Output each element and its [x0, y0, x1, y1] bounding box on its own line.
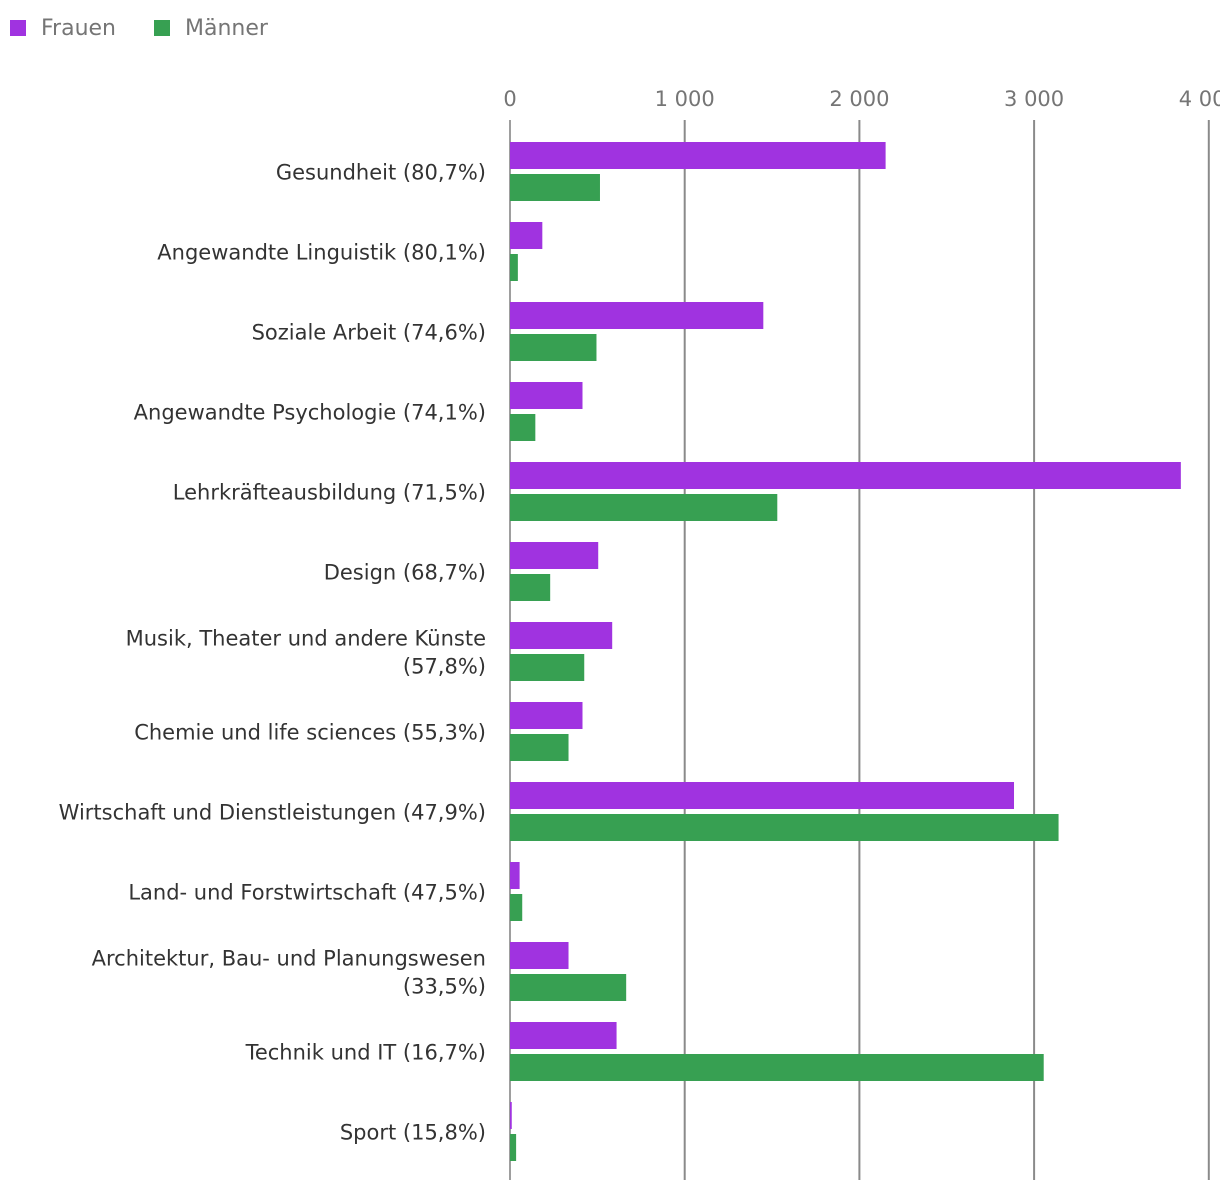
- category-label-12: Sport (15,8%): [340, 1121, 486, 1145]
- category-label-10-line-0: Architektur, Bau- und Planungswesen: [92, 947, 486, 971]
- bar-frauen-4: [510, 462, 1181, 489]
- bar-mnner-9: [510, 894, 523, 921]
- category-label-4: Lehrkräfteausbildung (71,5%): [173, 481, 486, 505]
- bar-mnner-12: [510, 1134, 517, 1161]
- bar-mnner-3: [510, 414, 536, 441]
- bar-frauen-9: [510, 862, 520, 889]
- bar-mnner-7: [510, 734, 569, 761]
- bar-frauen-12: [510, 1102, 512, 1129]
- bar-mnner-1: [510, 254, 518, 281]
- category-label-3: Angewandte Psychologie (74,1%): [134, 401, 486, 425]
- bar-frauen-7: [510, 702, 583, 729]
- bar-frauen-10: [510, 942, 569, 969]
- bar-frauen-11: [510, 1022, 617, 1049]
- legend-label-frauen: Frauen: [41, 15, 117, 41]
- bar-mnner-8: [510, 814, 1059, 841]
- x-tick-label-2000: 2 000: [829, 87, 889, 111]
- bar-mnner-4: [510, 494, 778, 521]
- legend-swatch-frauen: [10, 20, 26, 36]
- bar-mnner-5: [510, 574, 551, 601]
- bar-mnner-11: [510, 1054, 1044, 1081]
- category-label-11: Technik und IT (16,7%): [245, 1041, 486, 1065]
- bar-mnner-10: [510, 974, 627, 1001]
- category-label-2: Soziale Arbeit (74,6%): [252, 321, 486, 345]
- x-tick-label-0: 0: [503, 87, 516, 111]
- category-label-10-line-1: (33,5%): [403, 975, 486, 999]
- bar-frauen-8: [510, 782, 1015, 809]
- bar-frauen-2: [510, 302, 764, 329]
- bar-frauen-0: [510, 142, 886, 169]
- legend-item-maenner[interactable]: Männer: [154, 12, 268, 44]
- category-label-6-line-1: (57,8%): [403, 655, 486, 679]
- x-tick-label-1000: 1 000: [655, 87, 715, 111]
- category-label-0: Gesundheit (80,7%): [276, 161, 486, 185]
- legend-item-frauen[interactable]: Frauen: [10, 12, 116, 44]
- category-label-8: Wirtschaft und Dienstleistungen (47,9%): [59, 801, 486, 825]
- bar-mnner-0: [510, 174, 600, 201]
- category-label-9: Land- und Forstwirtschaft (47,5%): [128, 881, 486, 905]
- category-label-6-line-0: Musik, Theater und andere Künste: [126, 627, 486, 651]
- category-label-7: Chemie und life sciences (55,3%): [134, 721, 486, 745]
- bar-mnner-6: [510, 654, 585, 681]
- category-label-5: Design (68,7%): [324, 561, 486, 585]
- legend-swatch-maenner: [154, 20, 170, 36]
- bar-frauen-6: [510, 622, 613, 649]
- bar-mnner-2: [510, 334, 597, 361]
- x-tick-label-3000: 3 000: [1004, 87, 1064, 111]
- bar-frauen-3: [510, 382, 583, 409]
- bar-frauen-5: [510, 542, 599, 569]
- legend-label-maenner: Männer: [185, 15, 268, 41]
- category-label-1: Angewandte Linguistik (80,1%): [157, 241, 486, 265]
- bar-frauen-1: [510, 222, 543, 249]
- x-tick-label-4000: 4 000: [1179, 87, 1220, 111]
